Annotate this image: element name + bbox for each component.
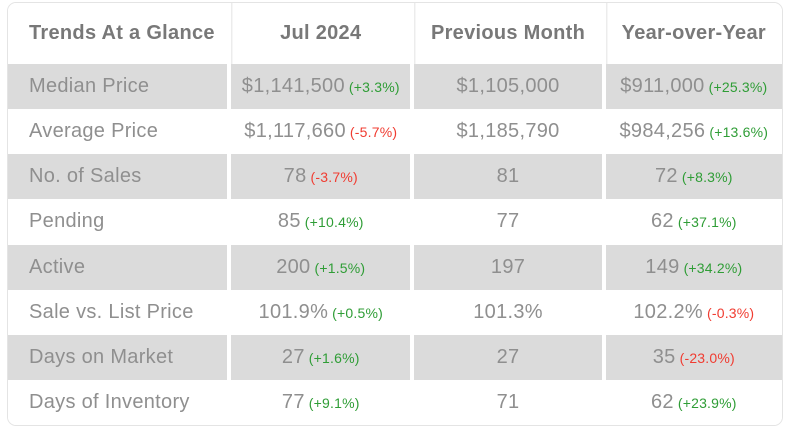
header-row: Trends At a Glance Jul 2024 Previous Mon… bbox=[8, 3, 782, 64]
table-row: Days of Inventory 77 (+9.1%) 71 62 (+23.9%… bbox=[8, 379, 782, 425]
cell-change: (+9.1%) bbox=[308, 394, 360, 411]
cell-value: 85 bbox=[277, 210, 301, 233]
cell-value: 72 bbox=[654, 165, 678, 188]
cell-change: (+0.5%) bbox=[332, 304, 383, 321]
cell-change: (+23.9%) bbox=[677, 394, 737, 411]
cell-change: (+1.6%) bbox=[308, 349, 360, 366]
cell-value: 62 bbox=[650, 390, 674, 413]
cell-value: 81 bbox=[496, 165, 520, 188]
cell-jul-2024: 200 (+1.5%) bbox=[227, 244, 411, 290]
cell-previous-month: 101.3% bbox=[410, 289, 602, 335]
table-row: Active 200 (+1.5%) 197 149 (+34.2%) bbox=[8, 244, 782, 290]
row-label: Days on Market bbox=[8, 334, 228, 380]
column-header-previous-month: Previous Month bbox=[410, 3, 602, 64]
table-row: No. of Sales 78 (-3.7%) 81 72 (+8.3%) bbox=[8, 154, 782, 200]
cell-value: 71 bbox=[496, 390, 520, 413]
table-row: Days on Market 27 (+1.6%) 27 35 (-23.0%) bbox=[8, 334, 782, 380]
cell-value: 27 bbox=[496, 345, 520, 368]
row-label: Sale vs. List Price bbox=[8, 289, 228, 335]
cell-previous-month: 71 bbox=[410, 379, 602, 425]
cell-value: 101.9% bbox=[258, 300, 329, 323]
cell-change: (+1.5%) bbox=[314, 259, 366, 276]
table-row: Average Price $1,117,660 (-5.7%) $1,185,7… bbox=[8, 109, 782, 155]
row-label: Median Price bbox=[8, 64, 228, 110]
cell-value: 77 bbox=[281, 390, 305, 413]
cell-previous-month: 27 bbox=[410, 334, 602, 380]
column-header-year-over-year: Year-over-Year bbox=[601, 3, 782, 64]
cell-year-over-year: $911,000 (+25.3%) bbox=[601, 64, 782, 110]
row-label: Active bbox=[8, 244, 228, 290]
table-title: Trends At a Glance bbox=[8, 3, 228, 64]
cell-year-over-year: 149 (+34.2%) bbox=[601, 244, 782, 290]
cell-change: (-3.7%) bbox=[310, 169, 358, 186]
row-label: Pending bbox=[8, 199, 228, 245]
cell-change: (-5.7%) bbox=[349, 124, 398, 141]
cell-value: $984,256 bbox=[619, 120, 706, 143]
cell-jul-2024: 27 (+1.6%) bbox=[227, 334, 411, 380]
cell-year-over-year: 102.2% (-0.3%) bbox=[601, 289, 782, 335]
trends-table: Trends At a Glance Jul 2024 Previous Mon… bbox=[8, 3, 782, 425]
cell-jul-2024: 85 (+10.4%) bbox=[227, 199, 411, 245]
cell-jul-2024: $1,141,500 (+3.3%) bbox=[227, 64, 411, 110]
row-label: Days of Inventory bbox=[8, 379, 228, 425]
table-row: Sale vs. List Price 101.9% (+0.5%) 101.3%… bbox=[8, 289, 782, 335]
cell-change: (-23.0%) bbox=[679, 349, 735, 366]
cell-value: 27 bbox=[281, 345, 305, 368]
cell-change: (+37.1%) bbox=[677, 214, 737, 231]
cell-value: 35 bbox=[652, 345, 676, 368]
cell-change: (+13.6%) bbox=[709, 124, 769, 141]
cell-year-over-year: 72 (+8.3%) bbox=[601, 154, 782, 200]
cell-previous-month: 77 bbox=[410, 199, 602, 245]
cell-previous-month: 197 bbox=[410, 244, 602, 290]
row-label: Average Price bbox=[8, 109, 228, 155]
cell-change: (+34.2%) bbox=[683, 259, 743, 276]
cell-year-over-year: 35 (-23.0%) bbox=[601, 334, 782, 380]
cell-previous-month: $1,185,790 bbox=[410, 109, 602, 155]
row-label: No. of Sales bbox=[8, 154, 228, 200]
cell-value: 149 bbox=[645, 255, 680, 278]
cell-previous-month: $1,105,000 bbox=[410, 64, 602, 110]
cell-year-over-year: 62 (+37.1%) bbox=[601, 199, 782, 245]
cell-value: 101.3% bbox=[473, 300, 543, 323]
cell-value: 62 bbox=[650, 210, 674, 233]
cell-change: (+3.3%) bbox=[348, 79, 400, 96]
cell-value: $1,117,660 bbox=[244, 120, 346, 143]
cell-jul-2024: 78 (-3.7%) bbox=[227, 154, 411, 200]
cell-value: $911,000 bbox=[620, 75, 705, 98]
cell-change: (-0.3%) bbox=[706, 304, 755, 321]
cell-value: 102.2% bbox=[633, 300, 703, 323]
cell-jul-2024: 101.9% (+0.5%) bbox=[227, 289, 411, 335]
cell-change: (+10.4%) bbox=[304, 214, 364, 231]
cell-value: $1,105,000 bbox=[456, 75, 560, 98]
cell-year-over-year: $984,256 (+13.6%) bbox=[601, 109, 782, 155]
cell-previous-month: 81 bbox=[410, 154, 602, 200]
cell-value: 200 bbox=[276, 255, 311, 278]
cell-value: 77 bbox=[496, 210, 520, 233]
cell-value: $1,141,500 bbox=[241, 75, 345, 98]
column-header-jul-2024: Jul 2024 bbox=[227, 3, 411, 64]
cell-value: 197 bbox=[490, 255, 526, 278]
cell-change: (+25.3%) bbox=[708, 79, 768, 96]
cell-jul-2024: $1,117,660 (-5.7%) bbox=[227, 109, 411, 155]
table-row: Pending 85 (+10.4%) 77 62 (+37.1%) bbox=[8, 199, 782, 245]
table-row: Median Price $1,141,500 (+3.3%) $1,105,00… bbox=[8, 64, 782, 110]
cell-change: (+8.3%) bbox=[681, 169, 733, 186]
cell-value: 78 bbox=[283, 165, 307, 188]
cell-year-over-year: 62 (+23.9%) bbox=[601, 379, 782, 425]
cell-value: $1,185,790 bbox=[456, 120, 560, 143]
cell-jul-2024: 77 (+9.1%) bbox=[227, 379, 411, 425]
trends-table-card: Trends At a Glance Jul 2024 Previous Mon… bbox=[7, 2, 783, 426]
